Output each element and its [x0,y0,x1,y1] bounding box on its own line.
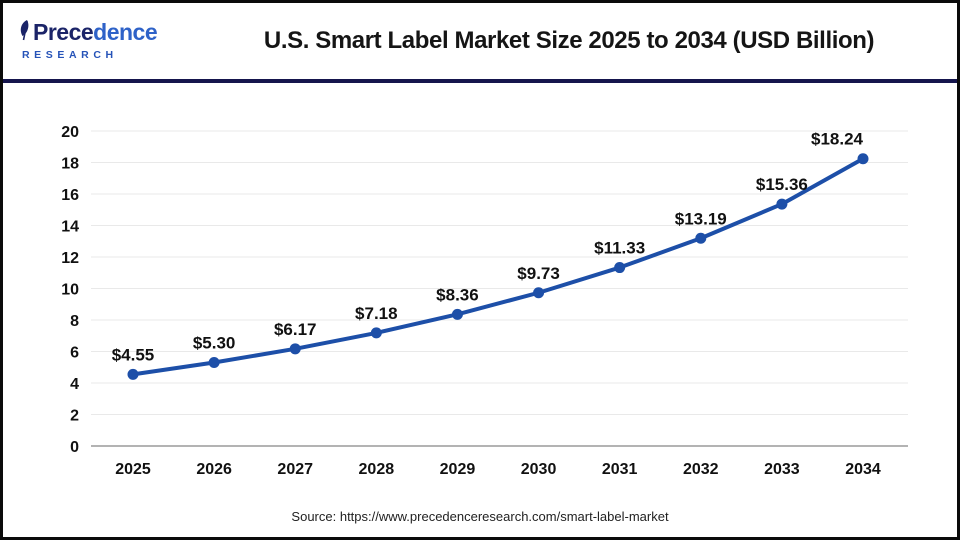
logo-word-dark: Prece [33,19,94,46]
header: Precedence RESEARCH U.S. Smart Label Mar… [3,3,957,79]
y-tick-label: 0 [70,439,79,456]
data-point [451,308,463,320]
data-label: $9.73 [517,264,560,283]
y-tick-label: 2 [70,408,79,425]
x-tick-label: 2031 [602,461,638,478]
header-divider [3,79,957,83]
logo-wordmark: Precedence [33,19,158,46]
x-tick-label: 2033 [764,461,800,478]
data-point [370,327,382,339]
leaf-icon [19,19,36,47]
y-tick-label: 16 [61,187,79,204]
x-tick-label: 2029 [440,461,476,478]
data-point [614,262,626,274]
brand-logo: Precedence RESEARCH [3,19,209,62]
data-label: $4.55 [112,345,155,364]
y-tick-label: 4 [70,376,79,393]
x-tick-label: 2030 [521,461,557,478]
source-text: Source: https://www.precedenceresearch.c… [291,509,669,524]
x-tick-label: 2025 [115,461,151,478]
x-tick-label: 2028 [359,461,395,478]
data-label: $7.18 [355,304,398,323]
y-tick-label: 18 [61,156,79,173]
data-label: $8.36 [436,285,479,304]
x-tick-label: 2034 [845,461,881,478]
data-label: $18.24 [811,130,864,149]
chart-title: U.S. Smart Label Market Size 2025 to 203… [263,27,875,54]
data-label: $11.33 [594,239,645,258]
y-tick-label: 8 [70,313,79,330]
y-tick-label: 20 [61,124,79,141]
data-label: $6.17 [274,320,317,339]
series-line [131,156,865,377]
logo-word-light: dence [93,19,158,46]
data-point [289,343,301,355]
data-point [127,368,139,380]
chart-region: 0 2 4 6 8 10 12 14 16 18 20 2025 2026 2027 2028 2029 203… [3,83,957,503]
data-point [776,198,788,210]
data-label: $15.36 [756,175,808,194]
y-tick-label: 6 [70,345,79,362]
y-tick-label: 12 [61,250,79,267]
data-point [208,357,220,369]
y-tick-label: 10 [61,282,79,299]
data-point [857,153,869,165]
chart-svg: 0 2 4 6 8 10 12 14 16 18 20 2025 2026 2027 2028 2029 203… [61,124,908,478]
data-label: $5.30 [193,334,236,353]
data-label: $13.19 [675,209,727,228]
y-tick-label: 14 [61,219,79,236]
logo-subtitle: RESEARCH [22,49,118,62]
x-tick-label: 2026 [196,461,232,478]
x-tick-label: 2027 [277,461,313,478]
data-point [533,287,545,299]
data-point [695,232,707,244]
x-tick-label: 2032 [683,461,719,478]
